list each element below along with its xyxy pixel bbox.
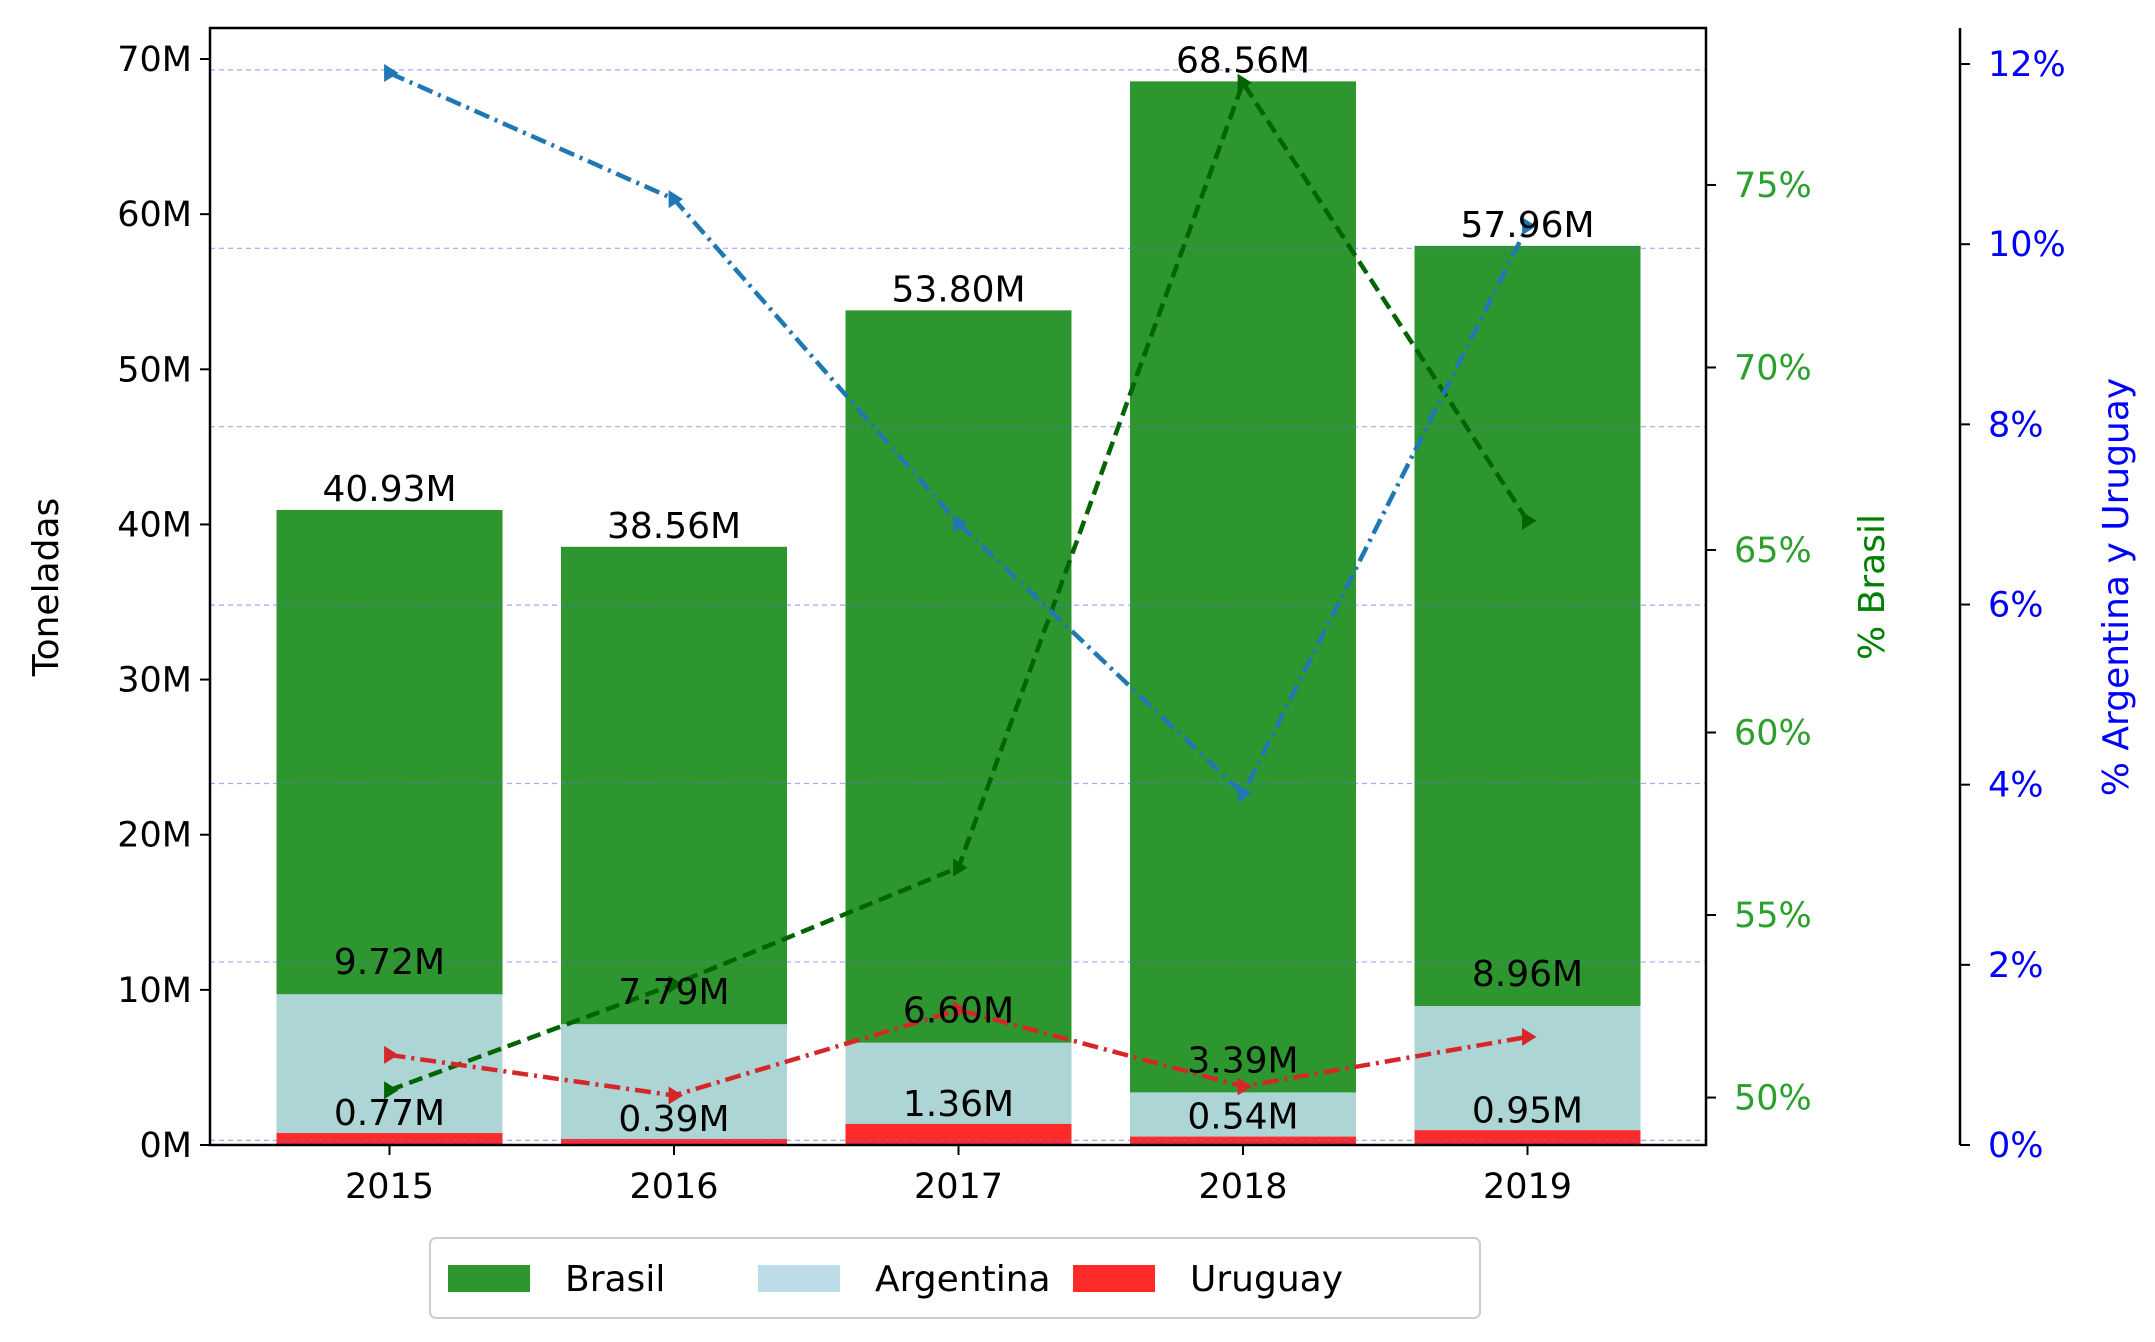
line-pct-uruguay-marker-2016 <box>668 1086 683 1105</box>
y-brasil-axis-label: % Brasil <box>1852 514 1893 660</box>
line-pct-uruguay-marker-2019 <box>1522 1027 1537 1046</box>
x-tick-label-2019: 2019 <box>1483 1167 1572 1207</box>
label-uruguay-2019: 0.95M <box>1472 1090 1583 1131</box>
x-tick-label-2017: 2017 <box>914 1167 1003 1207</box>
y-brasil-tick-label: 60% <box>1734 714 1812 754</box>
y-arg-uru-tick-label: 10% <box>1988 225 2066 265</box>
legend-label-argentina: Argentina <box>875 1259 1051 1300</box>
y-left-tick-label: 40M <box>117 505 192 545</box>
label-argentina-2015: 9.72M <box>334 942 445 983</box>
label-argentina-2017: 6.60M <box>903 991 1014 1032</box>
legend-swatch-argentina <box>758 1265 840 1292</box>
y-arg-uru-tick-label: 0% <box>1988 1126 2044 1166</box>
y-left-tick-label: 20M <box>117 816 192 856</box>
y-left-tick-label: 70M <box>117 40 192 80</box>
legend-label-brasil: Brasil <box>565 1259 665 1300</box>
label-argentina-2016: 7.79M <box>618 972 729 1013</box>
bar-uruguay-2016 <box>561 1138 787 1145</box>
bar-argentina-2018 <box>1130 1092 1356 1145</box>
legend-swatch-brasil <box>448 1265 530 1292</box>
line-pct-uruguay-marker-2018 <box>1237 1077 1252 1096</box>
bar-uruguay-2015 <box>276 1133 503 1145</box>
y-left-tick-label: 10M <box>117 971 192 1011</box>
y-brasil-tick-label: 75% <box>1734 166 1812 206</box>
line-pct-argentina <box>388 70 1530 798</box>
legend <box>429 1237 1481 1319</box>
line-pct-uruguay <box>389 1007 1528 1098</box>
line-pct-uruguay-marker-2015 <box>384 1045 399 1064</box>
line-pct-brasil-marker-2016 <box>668 975 683 994</box>
y-brasil-tick-label: 65% <box>1734 531 1812 571</box>
y-arg-uru-tick-label: 6% <box>1988 586 2044 626</box>
bar-uruguay-2017 <box>845 1123 1072 1145</box>
line-pct-argentina-marker-2019 <box>1522 217 1537 236</box>
label-brasil-2016: 38.56M <box>607 506 741 547</box>
bar-uruguay-2018 <box>1130 1136 1356 1145</box>
line-pct-uruguay-marker-2017 <box>953 1000 968 1019</box>
y-left-tick-label: 60M <box>117 195 192 235</box>
y-left-tick-label: 30M <box>117 661 192 701</box>
bar-argentina-2019 <box>1414 1005 1641 1145</box>
legend-label-uruguay: Uruguay <box>1190 1259 1343 1300</box>
y-arg-uru-tick-label: 2% <box>1988 946 2044 986</box>
label-uruguay-2017: 1.36M <box>903 1084 1014 1125</box>
y-brasil-tick-label: 55% <box>1734 896 1812 936</box>
line-pct-argentina-marker-2017 <box>953 514 968 533</box>
line-pct-brasil-marker-2018 <box>1237 73 1252 92</box>
label-brasil-2018: 68.56M <box>1176 40 1310 81</box>
y-arg-uru-axis-label: % Argentina y Uruguay <box>2096 378 2137 796</box>
y-brasil-tick-label: 50% <box>1734 1079 1812 1119</box>
legend-swatch-uruguay <box>1073 1265 1155 1292</box>
line-pct-brasil-marker-2015 <box>384 1081 399 1100</box>
y-left-tick-label: 50M <box>117 350 192 390</box>
bar-argentina-2015 <box>276 994 503 1145</box>
bar-uruguay-2019 <box>1414 1130 1641 1145</box>
label-brasil-2015: 40.93M <box>322 469 456 510</box>
label-uruguay-2018: 0.54M <box>1187 1097 1298 1138</box>
y-left-axis-label: Toneladas <box>26 498 67 678</box>
line-pct-argentina-marker-2018 <box>1237 784 1252 803</box>
y-left-tick-label: 0M <box>140 1126 192 1166</box>
x-tick-label-2015: 2015 <box>345 1167 434 1207</box>
x-tick-label-2018: 2018 <box>1198 1167 1287 1207</box>
x-tick-label-2016: 2016 <box>629 1167 718 1207</box>
label-brasil-2017: 53.80M <box>891 269 1025 310</box>
label-uruguay-2015: 0.77M <box>334 1093 445 1134</box>
y-brasil-tick-label: 70% <box>1734 348 1812 388</box>
bar-brasil-2018 <box>1130 81 1356 1145</box>
label-argentina-2018: 3.39M <box>1187 1040 1298 1081</box>
y-arg-uru-tick-label: 8% <box>1988 405 2044 445</box>
label-argentina-2019: 8.96M <box>1472 954 1583 995</box>
bar-argentina-2016 <box>561 1024 787 1145</box>
label-brasil-2019: 57.96M <box>1460 205 1594 246</box>
line-pct-brasil-marker-2017 <box>953 858 968 877</box>
y-arg-uru-tick-label: 4% <box>1988 766 2044 806</box>
line-pct-argentina-marker-2015 <box>384 64 399 83</box>
label-uruguay-2016: 0.39M <box>618 1099 729 1140</box>
line-pct-argentina-marker-2016 <box>668 190 683 209</box>
y-arg-uru-tick-label: 12% <box>1988 45 2066 85</box>
bar-brasil-2019 <box>1414 245 1641 1145</box>
line-pct-brasil-marker-2019 <box>1522 511 1537 530</box>
